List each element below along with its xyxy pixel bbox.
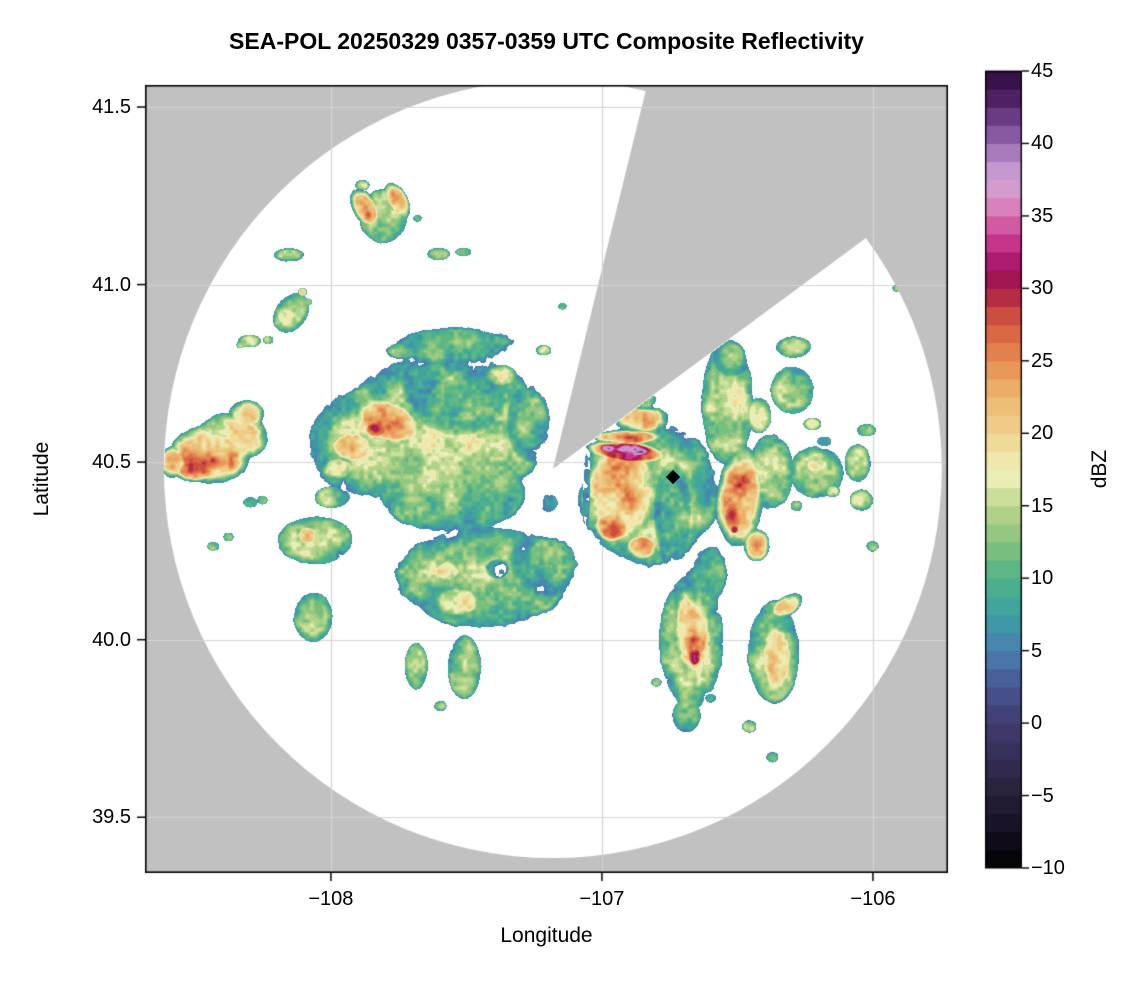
y-tick-label: 41.0 bbox=[92, 273, 131, 296]
x-tick-label: −107 bbox=[579, 888, 625, 910]
colorbar-tick-label: 0 bbox=[1031, 712, 1043, 735]
colorbar-label: dBZ bbox=[1088, 449, 1111, 489]
colorbar-tick-label: 35 bbox=[1031, 204, 1054, 227]
colorbar-tick-label: −10 bbox=[1031, 857, 1065, 879]
y-tick-label: 40.5 bbox=[92, 451, 131, 474]
colorbar-tick-label: −5 bbox=[1031, 784, 1054, 807]
colorbar-tick-label: 20 bbox=[1031, 422, 1054, 445]
x-tick-label: −106 bbox=[850, 888, 896, 910]
x-tick-label: −108 bbox=[308, 888, 354, 910]
colorbar-tick-label: 45 bbox=[1031, 60, 1054, 82]
colorbar-tick-label: 15 bbox=[1031, 494, 1054, 517]
colorbar-tick-label: 30 bbox=[1031, 277, 1054, 300]
x-axis-label: Longitude bbox=[500, 924, 593, 947]
chart-title: SEA-POL 20250329 0357-0359 UTC Composite… bbox=[229, 28, 864, 54]
colorbar-tick-label: 5 bbox=[1031, 639, 1043, 662]
y-tick-label: 40.0 bbox=[92, 628, 131, 651]
colorbar-tick-label: 25 bbox=[1031, 349, 1054, 372]
y-tick-label: 41.5 bbox=[92, 96, 131, 119]
colorbar-tick-label: 40 bbox=[1031, 132, 1054, 155]
colorbar-tick-label: 10 bbox=[1031, 567, 1054, 590]
y-tick-label: 39.5 bbox=[92, 806, 131, 829]
